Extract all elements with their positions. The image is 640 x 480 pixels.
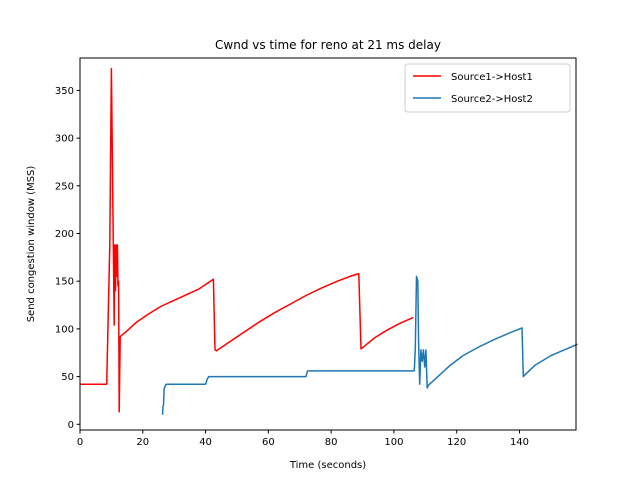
x-tick-label: 0 [77,437,83,448]
x-tick-label: 80 [325,437,338,448]
axis-ticks: 0 20 40 60 80 100 120 140 0 50 100 150 200 250 300 350 [55,86,529,448]
x-tick-label: 140 [510,437,529,448]
series-line-2 [161,275,578,415]
y-tick-label: 100 [55,324,74,335]
series-line-1 [80,67,414,413]
x-axis-label: Time (seconds) [289,460,366,471]
y-tick-label: 250 [55,181,74,192]
y-tick-label: 350 [55,86,74,97]
y-tick-label: 200 [55,229,74,240]
x-tick-label: 40 [199,437,212,448]
x-tick-label: 120 [447,437,466,448]
y-axis-label: Send congestion window (MSS) [26,166,37,323]
x-tick-label: 100 [384,437,403,448]
legend-box [404,63,571,113]
x-tick-label: 60 [262,437,275,448]
y-tick-label: 0 [68,420,74,431]
x-tick-label: 20 [136,437,149,448]
legend-label: Source1->Host1 [451,72,533,83]
y-tick-label: 300 [55,134,74,145]
legend: Source1->Host1 Source2->Host2 [404,63,571,113]
plot-frame [79,57,577,431]
y-tick-label: 150 [55,277,74,288]
y-tick-label: 50 [61,372,74,383]
plot-area [80,67,578,415]
legend-label: Source2->Host2 [451,94,533,105]
chart-title: Cwnd vs time for reno at 21 ms delay [215,38,441,52]
